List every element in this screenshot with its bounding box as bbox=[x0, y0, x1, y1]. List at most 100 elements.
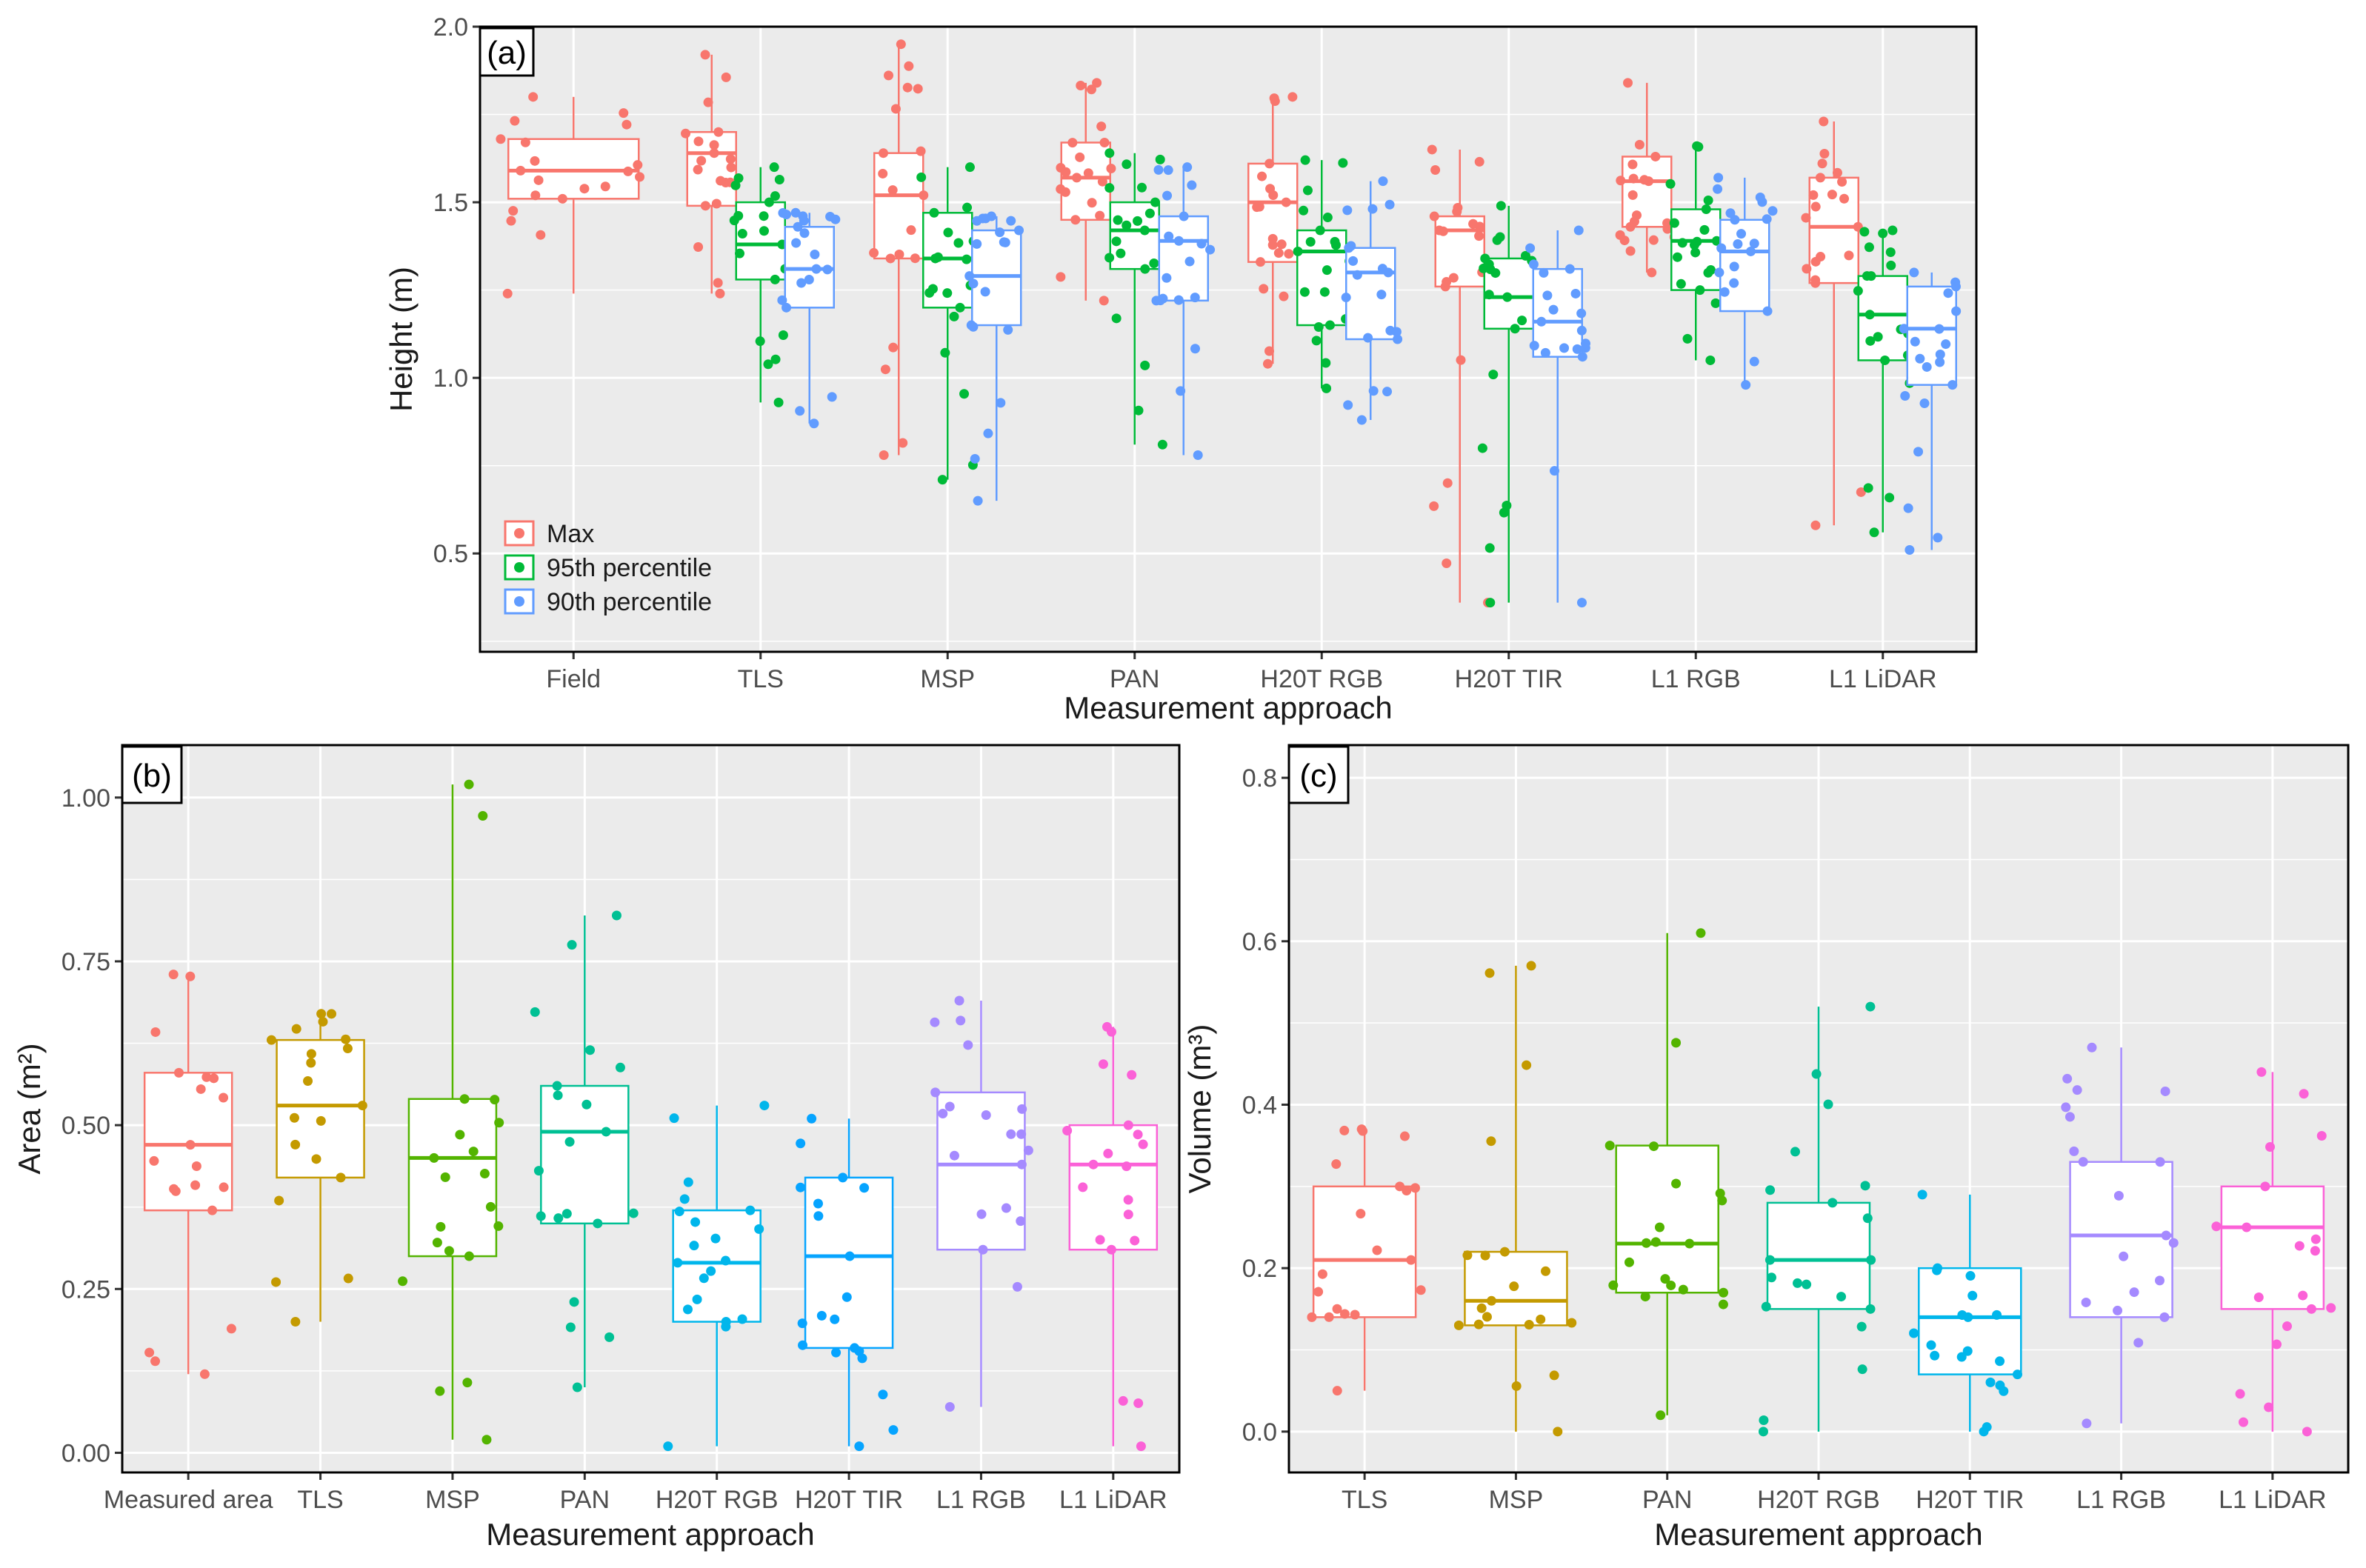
data-point bbox=[553, 1213, 564, 1224]
data-point bbox=[810, 250, 820, 260]
data-point bbox=[1627, 190, 1638, 200]
box-90th-percentile-h20t-rgb bbox=[1341, 176, 1403, 425]
data-point bbox=[1311, 336, 1322, 346]
data-point bbox=[1324, 1312, 1334, 1322]
data-point bbox=[1076, 81, 1086, 91]
data-point bbox=[955, 302, 965, 313]
data-point bbox=[1815, 173, 1825, 183]
data-point bbox=[1006, 1129, 1016, 1139]
data-point bbox=[1092, 78, 1102, 88]
data-point bbox=[809, 418, 819, 429]
data-point bbox=[1003, 324, 1013, 335]
data-point bbox=[692, 1294, 702, 1304]
data-point bbox=[1886, 260, 1896, 270]
data-point bbox=[1256, 257, 1266, 267]
data-point bbox=[1000, 237, 1010, 247]
x-tick-label: H20T RGB bbox=[656, 1486, 779, 1514]
data-point bbox=[1542, 290, 1553, 301]
data-point bbox=[520, 137, 530, 147]
data-point bbox=[1293, 246, 1303, 256]
box-max-l1-lidar bbox=[1801, 116, 1866, 530]
data-point bbox=[1573, 225, 1584, 236]
data-point bbox=[1061, 167, 1071, 177]
data-point bbox=[1480, 1250, 1490, 1261]
tick-labels-c: 0.0 0.2 0.4 0.6 0.8 TLS MSP PAN H20T RGB H20T TIR… bbox=[1242, 764, 2327, 1514]
box-iqr bbox=[1312, 1185, 1417, 1318]
data-point bbox=[1106, 1244, 1116, 1255]
data-point bbox=[830, 1314, 840, 1324]
data-point bbox=[1416, 1285, 1426, 1295]
data-point bbox=[1950, 277, 1961, 287]
data-point bbox=[1749, 238, 1759, 249]
data-point bbox=[1279, 291, 1289, 301]
data-point bbox=[1909, 267, 1919, 278]
data-point bbox=[2310, 1246, 2320, 1256]
data-point bbox=[1060, 187, 1070, 197]
legend-label-95th: 95th percentile bbox=[547, 554, 712, 582]
data-point bbox=[1322, 383, 1332, 393]
data-point bbox=[725, 154, 736, 164]
data-point bbox=[1885, 247, 1896, 257]
data-point bbox=[190, 1180, 201, 1190]
data-point bbox=[715, 288, 725, 298]
data-point bbox=[1193, 450, 1203, 460]
data-point bbox=[937, 475, 947, 485]
data-point bbox=[1713, 173, 1724, 183]
data-point bbox=[902, 82, 913, 93]
data-point bbox=[1341, 293, 1351, 303]
data-point bbox=[906, 225, 916, 236]
data-point bbox=[1757, 197, 1767, 207]
data-point bbox=[1187, 180, 1197, 190]
data-point bbox=[1703, 267, 1713, 278]
data-point bbox=[754, 1224, 764, 1234]
data-point bbox=[716, 176, 726, 186]
data-point bbox=[274, 1195, 284, 1206]
data-point bbox=[729, 216, 739, 226]
data-point bbox=[1123, 1210, 1133, 1220]
data-point bbox=[1935, 357, 1945, 367]
box-area-l1-lidar bbox=[1062, 1021, 1159, 1452]
data-point bbox=[510, 116, 520, 126]
data-point bbox=[1641, 1238, 1651, 1248]
data-point bbox=[1284, 249, 1294, 259]
data-point bbox=[1393, 334, 1403, 344]
data-point bbox=[144, 1347, 155, 1358]
data-point bbox=[1133, 1398, 1144, 1409]
data-point bbox=[759, 226, 769, 236]
data-point bbox=[1140, 360, 1150, 370]
data-point bbox=[968, 321, 979, 332]
data-point bbox=[1264, 159, 1275, 169]
data-point bbox=[2072, 1085, 2082, 1095]
data-point bbox=[1863, 483, 1873, 493]
data-point bbox=[1951, 306, 1962, 316]
data-point bbox=[601, 1127, 611, 1137]
data-point bbox=[1315, 225, 1325, 236]
data-point bbox=[759, 1101, 770, 1111]
data-point bbox=[745, 1205, 756, 1215]
data-point bbox=[681, 128, 691, 139]
data-point bbox=[996, 398, 1006, 408]
data-point bbox=[813, 1211, 824, 1221]
data-point bbox=[435, 1386, 445, 1396]
data-point bbox=[429, 1152, 439, 1163]
data-point bbox=[327, 1009, 337, 1019]
data-point bbox=[1276, 239, 1287, 250]
data-point bbox=[1662, 224, 1673, 234]
x-tick-label: Measured area bbox=[104, 1486, 273, 1514]
data-point bbox=[185, 1140, 196, 1150]
data-point bbox=[149, 1155, 159, 1166]
data-point bbox=[1576, 325, 1587, 336]
data-point bbox=[168, 970, 179, 980]
data-point bbox=[342, 1044, 353, 1054]
box-95th-percentile-pan bbox=[1104, 148, 1167, 450]
data-point bbox=[1486, 1136, 1496, 1147]
x-tick-label: MSP bbox=[920, 665, 975, 693]
data-point bbox=[1965, 1271, 1976, 1281]
data-point bbox=[1267, 233, 1278, 244]
data-point bbox=[593, 1218, 603, 1229]
data-point bbox=[2113, 1305, 2123, 1315]
data-point bbox=[1442, 478, 1453, 488]
data-point bbox=[1150, 197, 1161, 207]
data-point bbox=[2294, 1241, 2305, 1251]
data-point bbox=[1693, 141, 1704, 152]
